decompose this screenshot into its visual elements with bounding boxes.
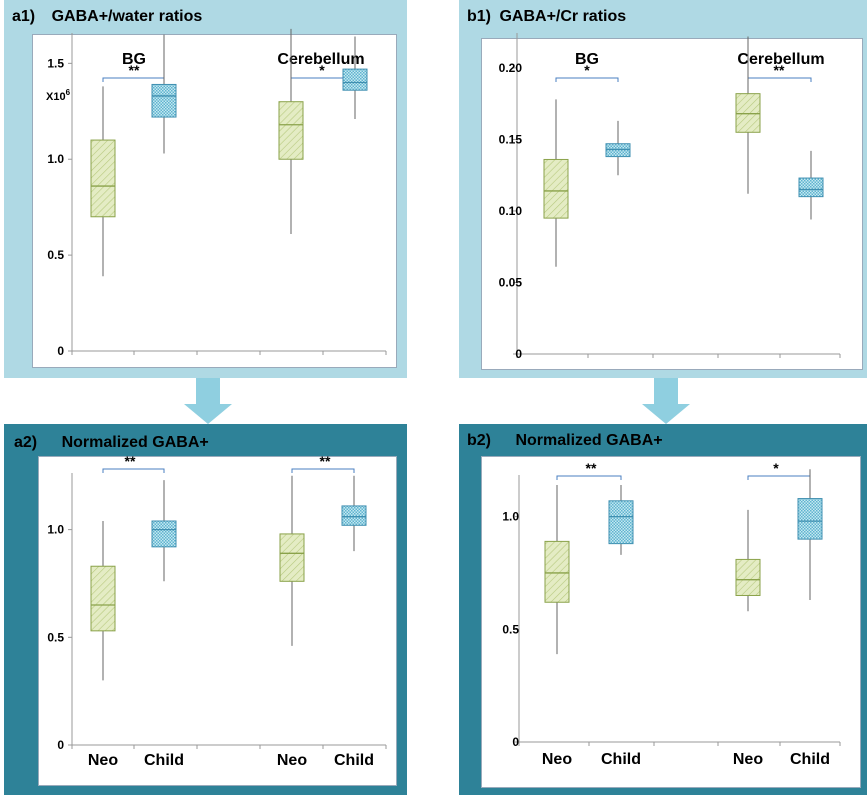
panel-b1-title-text: GABA+/Cr ratios <box>499 8 627 25</box>
plot-area-b2 <box>481 456 861 788</box>
down-arrow-icon <box>184 378 232 424</box>
down-arrow-icon <box>642 378 690 424</box>
panel-b1: b1) GABA+/Cr ratios <box>459 0 867 378</box>
plot-area-a2 <box>38 456 397 786</box>
plot-area-a1 <box>32 34 397 368</box>
panel-a2-title: a2) Normalized GABA+ <box>14 434 209 452</box>
panel-a2-title-text: Normalized GABA+ <box>61 434 209 451</box>
panel-b1-title: b1) GABA+/Cr ratios <box>467 8 626 26</box>
panel-a1-title-text: GABA+/water ratios <box>51 8 203 25</box>
panel-b2-title: b2) Normalized GABA+ <box>467 432 663 450</box>
plot-area-b1 <box>481 38 863 370</box>
panel-a1: a1) GABA+/water ratios <box>4 0 407 378</box>
panel-a2-label: a2) <box>14 434 38 451</box>
panel-b1-label: b1) <box>467 8 491 25</box>
panel-a1-title: a1) GABA+/water ratios <box>12 8 202 26</box>
panel-a2: a2) Normalized GABA+ <box>4 424 407 795</box>
panel-b2: b2) Normalized GABA+ <box>459 424 867 795</box>
panel-b2-label: b2) <box>467 432 491 449</box>
panel-b2-title-text: Normalized GABA+ <box>515 432 663 449</box>
panel-a1-label: a1) <box>12 8 36 25</box>
